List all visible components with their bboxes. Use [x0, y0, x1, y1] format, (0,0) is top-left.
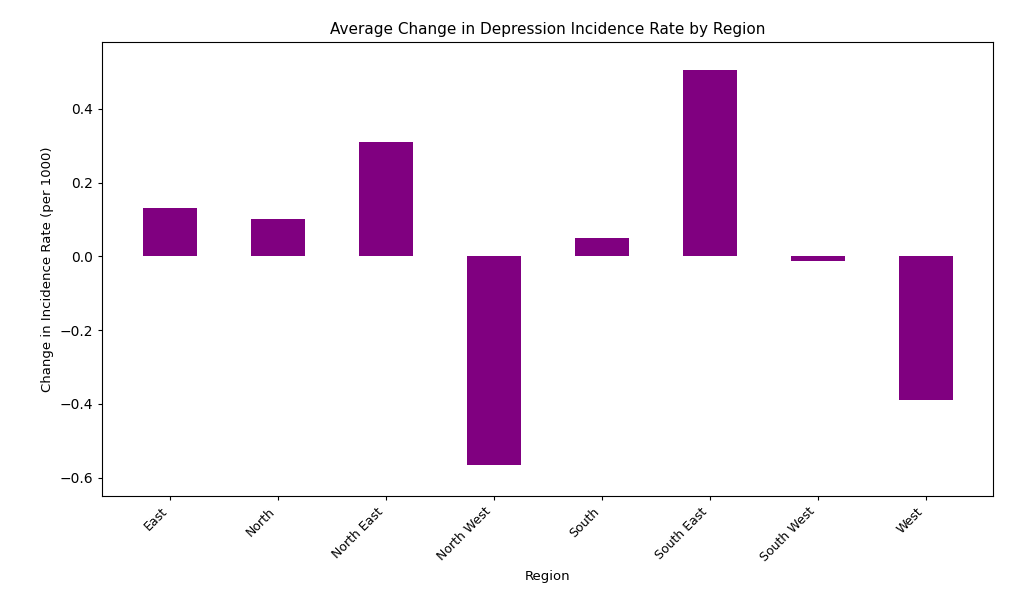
X-axis label: Region: Region: [525, 570, 570, 583]
Bar: [358, 142, 413, 257]
Bar: [467, 257, 521, 465]
Bar: [899, 257, 952, 400]
Bar: [683, 70, 737, 257]
Title: Average Change in Depression Incidence Rate by Region: Average Change in Depression Incidence R…: [330, 22, 766, 37]
Bar: [143, 208, 197, 257]
Bar: [574, 238, 629, 257]
Bar: [251, 220, 305, 257]
Bar: [791, 257, 845, 261]
Y-axis label: Change in Incidence Rate (per 1000): Change in Incidence Rate (per 1000): [41, 146, 54, 392]
